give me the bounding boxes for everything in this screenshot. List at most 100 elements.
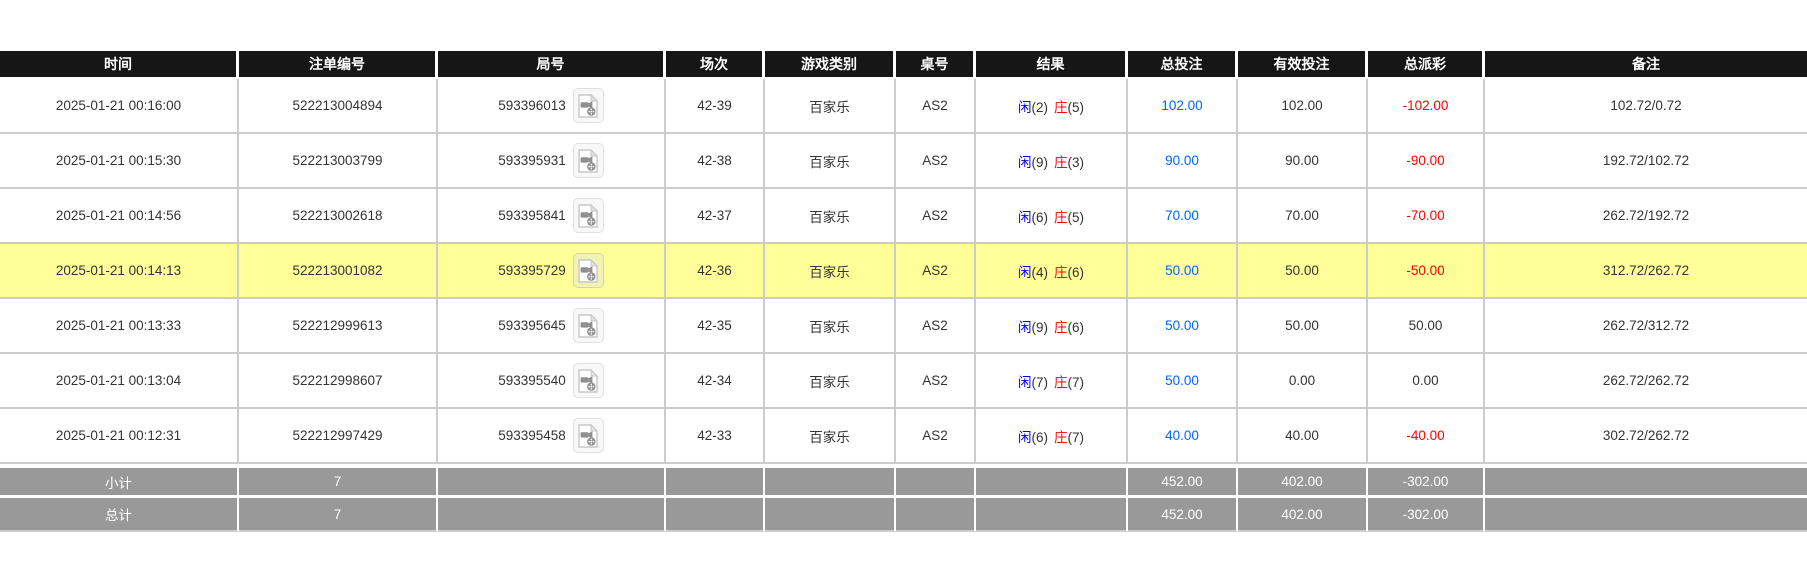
cell-session: 42-33 bbox=[666, 409, 765, 464]
cell-result: 闲(6) 庄(7) bbox=[976, 409, 1128, 464]
round-number: 593395458 bbox=[498, 428, 566, 443]
video-replay-button[interactable] bbox=[572, 363, 604, 398]
result-banker-score: (6) bbox=[1067, 264, 1085, 280]
result-player-score: (4) bbox=[1031, 264, 1049, 280]
video-replay-button[interactable] bbox=[572, 143, 604, 178]
subtotal-row: 小计 7 452.00 402.00 -302.00 bbox=[0, 464, 1807, 498]
grand-total-empty-remark bbox=[1485, 498, 1807, 532]
cell-total-bet: 50.00 bbox=[1128, 354, 1238, 409]
subtotal-empty-remark bbox=[1485, 464, 1807, 498]
result-banker-score: (3) bbox=[1067, 154, 1085, 170]
cell-valid-bet: 50.00 bbox=[1238, 244, 1368, 299]
cell-time: 2025-01-21 00:13:04 bbox=[0, 354, 239, 409]
subtotal-total-bet: 452.00 bbox=[1128, 464, 1238, 498]
table-row[interactable]: 2025-01-21 00:13:33 522212999613 5933956… bbox=[0, 299, 1807, 354]
video-replay-button[interactable] bbox=[572, 418, 604, 453]
result-banker-label: 庄 bbox=[1054, 374, 1068, 390]
grand-total-empty-table bbox=[896, 498, 976, 532]
grand-total-count: 7 bbox=[239, 498, 438, 532]
cell-bet-id: 522213004894 bbox=[239, 79, 438, 134]
video-replay-button[interactable] bbox=[572, 253, 604, 288]
cell-total-bet: 50.00 bbox=[1128, 244, 1238, 299]
result-banker-label: 庄 bbox=[1054, 319, 1068, 335]
result-banker-score: (6) bbox=[1067, 319, 1085, 335]
cell-payout: -70.00 bbox=[1368, 189, 1485, 244]
cell-game-type: 百家乐 bbox=[765, 354, 896, 409]
cell-round: 593395540 bbox=[438, 354, 666, 409]
table-row[interactable]: 2025-01-21 00:15:30 522213003799 5933959… bbox=[0, 134, 1807, 189]
result-player-score: (6) bbox=[1031, 209, 1049, 225]
cell-valid-bet: 50.00 bbox=[1238, 299, 1368, 354]
col-header-game-type: 游戏类别 bbox=[765, 51, 896, 79]
cell-time: 2025-01-21 00:14:13 bbox=[0, 244, 239, 299]
bet-history-page: 时间 注单编号 局号 场次 游戏类别 桌号 结果 总投注 有效投注 总派彩 备注… bbox=[0, 51, 1807, 532]
col-header-time: 时间 bbox=[0, 51, 239, 79]
cell-remark: 262.72/192.72 bbox=[1485, 189, 1807, 244]
subtotal-empty-round bbox=[438, 464, 666, 498]
cell-total-bet: 102.00 bbox=[1128, 79, 1238, 134]
result-player-score: (7) bbox=[1031, 374, 1049, 390]
video-replay-icon bbox=[578, 313, 599, 338]
table-row[interactable]: 2025-01-21 00:14:56 522213002618 5933958… bbox=[0, 189, 1807, 244]
video-replay-icon bbox=[578, 93, 599, 118]
cell-table-no: AS2 bbox=[896, 299, 976, 354]
result-banker-label: 庄 bbox=[1054, 209, 1068, 225]
cell-game-type: 百家乐 bbox=[765, 189, 896, 244]
cell-time: 2025-01-21 00:16:00 bbox=[0, 79, 239, 134]
result-banker-score: (7) bbox=[1067, 429, 1085, 445]
table-row[interactable]: 2025-01-21 00:13:04 522212998607 5933955… bbox=[0, 354, 1807, 409]
cell-remark: 192.72/102.72 bbox=[1485, 134, 1807, 189]
cell-payout: 50.00 bbox=[1368, 299, 1485, 354]
cell-remark: 302.72/262.72 bbox=[1485, 409, 1807, 464]
cell-bet-id: 522213003799 bbox=[239, 134, 438, 189]
col-header-total-bet: 总投注 bbox=[1128, 51, 1238, 79]
cell-table-no: AS2 bbox=[896, 244, 976, 299]
video-replay-icon bbox=[578, 258, 599, 283]
col-header-payout: 总派彩 bbox=[1368, 51, 1485, 79]
cell-bet-id: 522212997429 bbox=[239, 409, 438, 464]
table-row[interactable]: 2025-01-21 00:16:00 522213004894 5933960… bbox=[0, 79, 1807, 134]
cell-round: 593395931 bbox=[438, 134, 666, 189]
result-banker-label: 庄 bbox=[1054, 264, 1068, 280]
result-player-score: (9) bbox=[1031, 154, 1049, 170]
col-header-valid-bet: 有效投注 bbox=[1238, 51, 1368, 79]
grand-total-empty-round bbox=[438, 498, 666, 532]
cell-table-no: AS2 bbox=[896, 189, 976, 244]
result-player-label: 闲 bbox=[1018, 429, 1032, 445]
cell-bet-id: 522213002618 bbox=[239, 189, 438, 244]
video-replay-button[interactable] bbox=[572, 308, 604, 343]
cell-time: 2025-01-21 00:12:31 bbox=[0, 409, 239, 464]
cell-session: 42-35 bbox=[666, 299, 765, 354]
video-replay-button[interactable] bbox=[572, 198, 604, 233]
grand-total-label: 总计 bbox=[0, 498, 239, 532]
subtotal-empty-result bbox=[976, 464, 1128, 498]
result-player-score: (9) bbox=[1031, 319, 1049, 335]
video-replay-button[interactable] bbox=[572, 88, 604, 123]
table-row[interactable]: 2025-01-21 00:12:31 522212997429 5933954… bbox=[0, 409, 1807, 464]
cell-payout: -102.00 bbox=[1368, 79, 1485, 134]
grand-total-empty-result bbox=[976, 498, 1128, 532]
table-header-row: 时间 注单编号 局号 场次 游戏类别 桌号 结果 总投注 有效投注 总派彩 备注 bbox=[0, 51, 1807, 79]
result-player-score: (6) bbox=[1031, 429, 1049, 445]
cell-total-bet: 40.00 bbox=[1128, 409, 1238, 464]
result-player-label: 闲 bbox=[1018, 374, 1032, 390]
video-replay-icon bbox=[578, 423, 599, 448]
cell-valid-bet: 40.00 bbox=[1238, 409, 1368, 464]
result-player-label: 闲 bbox=[1018, 319, 1032, 335]
col-header-session: 场次 bbox=[666, 51, 765, 79]
cell-round: 593395841 bbox=[438, 189, 666, 244]
cell-table-no: AS2 bbox=[896, 79, 976, 134]
video-replay-icon bbox=[578, 148, 599, 173]
grand-total-payout: -302.00 bbox=[1368, 498, 1485, 532]
cell-session: 42-36 bbox=[666, 244, 765, 299]
cell-valid-bet: 70.00 bbox=[1238, 189, 1368, 244]
table-row[interactable]: 2025-01-21 00:14:13 522213001082 5933957… bbox=[0, 244, 1807, 299]
subtotal-label: 小计 bbox=[0, 464, 239, 498]
cell-table-no: AS2 bbox=[896, 134, 976, 189]
cell-session: 42-39 bbox=[666, 79, 765, 134]
subtotal-payout: -302.00 bbox=[1368, 464, 1485, 498]
result-player-score: (2) bbox=[1031, 99, 1049, 115]
result-banker-label: 庄 bbox=[1054, 99, 1068, 115]
video-replay-icon bbox=[578, 203, 599, 228]
cell-result: 闲(2) 庄(5) bbox=[976, 79, 1128, 134]
